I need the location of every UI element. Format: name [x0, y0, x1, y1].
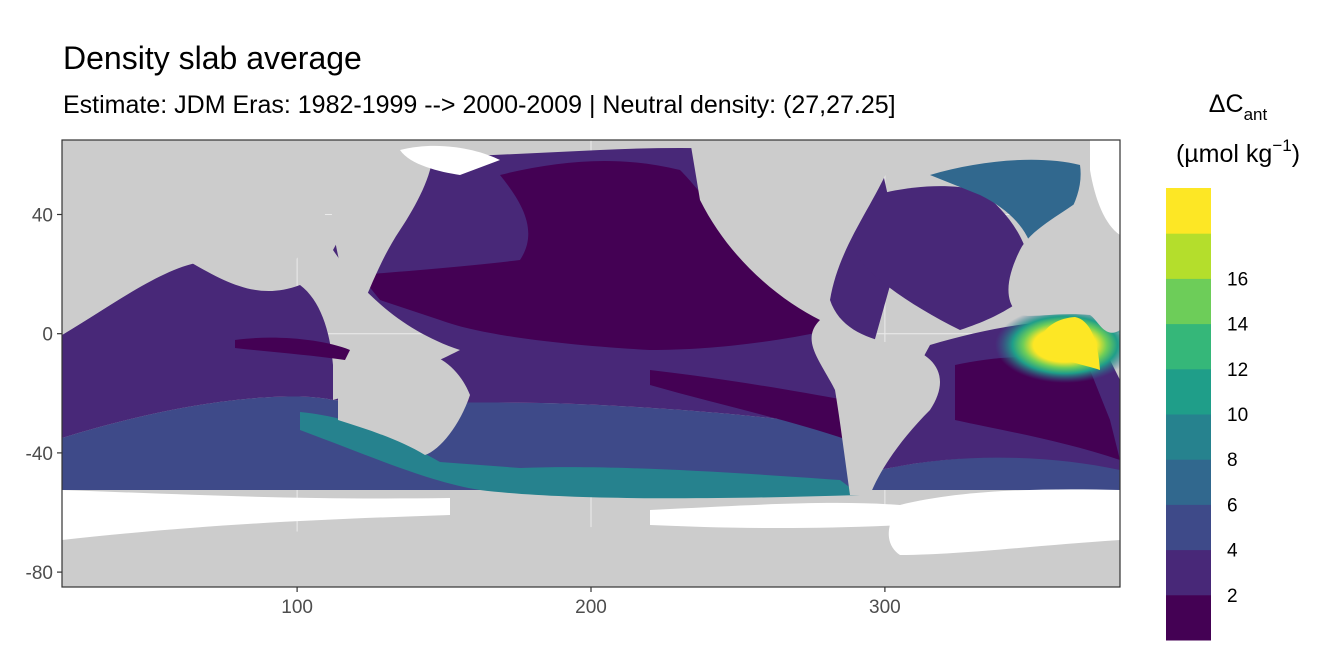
legend-bin: [1166, 323, 1211, 370]
region-south-pacific-tongue: [650, 370, 848, 440]
land-africa-europe: [1008, 140, 1120, 333]
legend-bin: [1166, 459, 1211, 505]
plot-panel: [61, 139, 1121, 588]
legend-label: 8: [1227, 450, 1238, 471]
y-tick-label: -80: [26, 563, 53, 584]
legend-bin: [1166, 504, 1211, 551]
legend-label: 2: [1227, 586, 1238, 607]
ocean-field: [62, 140, 1120, 587]
region-subantarctic-front: [300, 412, 860, 499]
y-tick-label: 0: [42, 325, 53, 346]
chart-subtitle: Estimate: JDM Eras: 1982-1999 --> 2000-2…: [63, 91, 896, 119]
land-antarctica: [62, 520, 1120, 587]
nodata-arctic: [400, 145, 500, 175]
land-australia: [338, 350, 470, 455]
legend-bin: [1166, 278, 1211, 325]
region-south-atlantic-dark: [955, 356, 1120, 460]
legend-colorbar: [1166, 188, 1211, 641]
land-africa-east: [62, 140, 334, 335]
legend-bin: [1166, 594, 1211, 641]
legend-label: 12: [1227, 360, 1248, 381]
region-atlantic-hotspot-core: [1040, 317, 1100, 370]
legend-title-line2: (µmol kg−1): [1176, 136, 1300, 168]
land-maritime: [330, 140, 433, 310]
region-indian-minimum: [235, 337, 350, 360]
legend-label: 10: [1227, 405, 1248, 426]
nodata-north-atlantic: [1090, 140, 1120, 235]
region-north-atlantic: [830, 186, 1035, 330]
legend: ΔCant (µmol kg−1) 2 4 6 8 10 12 14 16: [1166, 90, 1300, 641]
chart-title: Density slab average: [63, 40, 362, 76]
legend-label: 14: [1227, 315, 1249, 336]
region-indian-ocean: [62, 262, 333, 438]
legend-bin: [1166, 233, 1211, 279]
legend-title-line1: ΔCant: [1209, 90, 1268, 124]
legend-label: 16: [1227, 269, 1248, 290]
legend-labels: 2 4 6 8 10 12 14 16: [1227, 269, 1249, 606]
y-tick-label: 40: [32, 206, 53, 227]
y-tick-label: -40: [26, 444, 53, 465]
land-americas: [690, 140, 940, 495]
x-tick-label: 200: [575, 597, 607, 618]
nodata-southern-east: [650, 502, 905, 529]
x-tick-label: 300: [869, 597, 901, 618]
legend-bin: [1166, 549, 1211, 596]
legend-bin: [1166, 414, 1211, 460]
legend-label: 6: [1227, 495, 1238, 516]
legend-bin: [1166, 368, 1211, 415]
nodata-weddell: [888, 489, 1120, 555]
legend-bin: [1166, 188, 1211, 234]
legend-label: 4: [1227, 541, 1238, 562]
x-tick-label: 100: [281, 597, 313, 618]
nodata-southern: [62, 490, 450, 540]
